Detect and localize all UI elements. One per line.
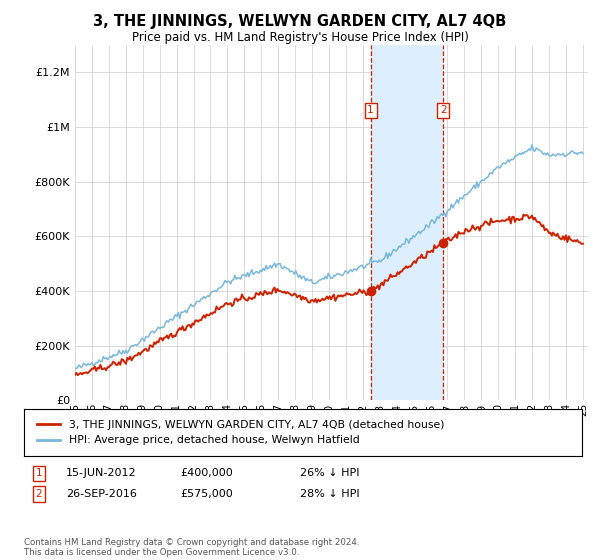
Text: 2: 2	[35, 489, 43, 499]
Text: Price paid vs. HM Land Registry's House Price Index (HPI): Price paid vs. HM Land Registry's House …	[131, 31, 469, 44]
Text: 1: 1	[367, 105, 374, 115]
Text: 28% ↓ HPI: 28% ↓ HPI	[300, 489, 359, 499]
Text: £400,000: £400,000	[180, 468, 233, 478]
Bar	[371, 45, 443, 400]
Text: 15-JUN-2012: 15-JUN-2012	[66, 468, 137, 478]
Text: £575,000: £575,000	[180, 489, 233, 499]
Text: 3, THE JINNINGS, WELWYN GARDEN CITY, AL7 4QB: 3, THE JINNINGS, WELWYN GARDEN CITY, AL7…	[94, 14, 506, 29]
Text: 2: 2	[440, 105, 446, 115]
Legend: 3, THE JINNINGS, WELWYN GARDEN CITY, AL7 4QB (detached house), HPI: Average pric: 3, THE JINNINGS, WELWYN GARDEN CITY, AL7…	[32, 416, 449, 450]
Text: Contains HM Land Registry data © Crown copyright and database right 2024.
This d: Contains HM Land Registry data © Crown c…	[24, 538, 359, 557]
Text: 26-SEP-2016: 26-SEP-2016	[66, 489, 137, 499]
Text: 26% ↓ HPI: 26% ↓ HPI	[300, 468, 359, 478]
Text: 1: 1	[35, 468, 43, 478]
